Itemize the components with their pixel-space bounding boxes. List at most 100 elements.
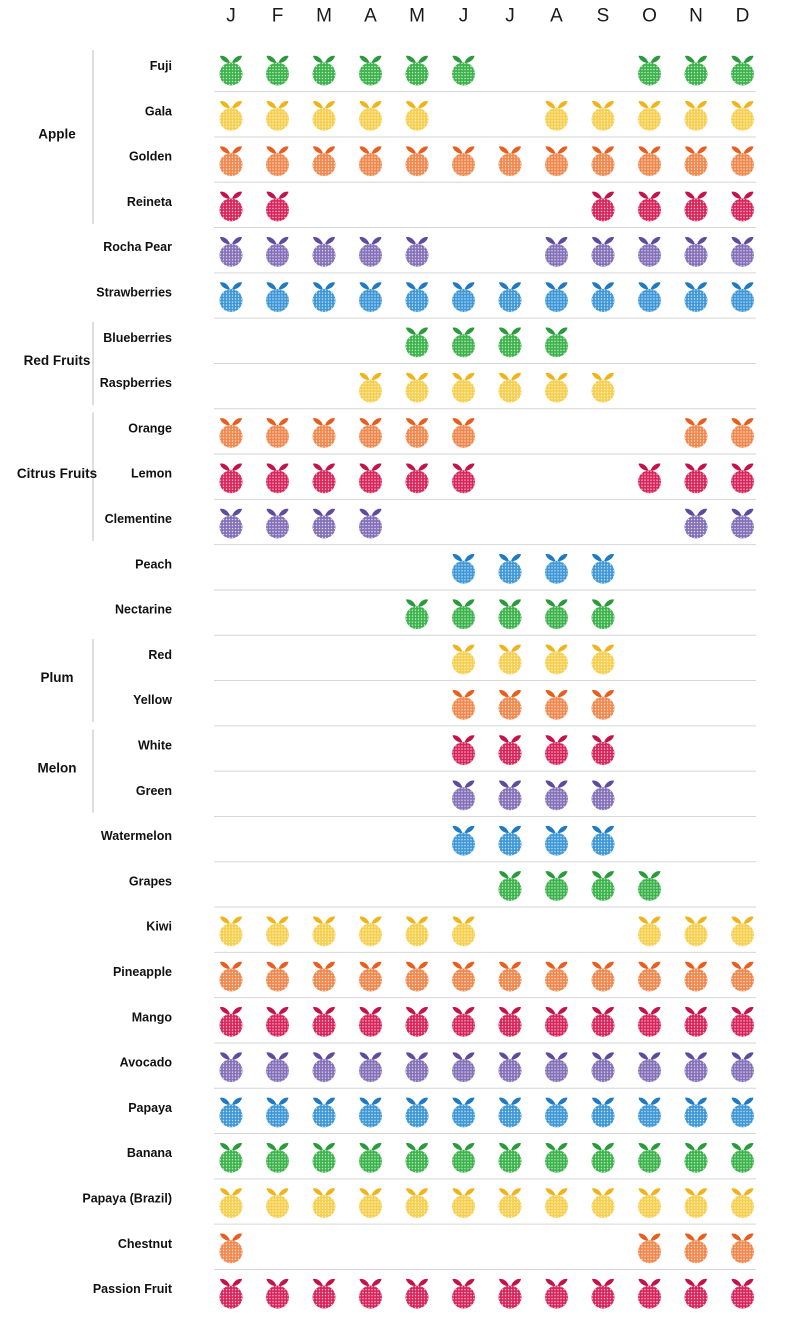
fruit-mark xyxy=(219,961,243,992)
fruit-mark xyxy=(498,372,522,403)
leaf-left xyxy=(266,191,277,199)
fruit-mark xyxy=(591,735,615,765)
leaf-right xyxy=(557,871,568,879)
leaf-right xyxy=(232,961,242,969)
leaf-left xyxy=(592,282,602,290)
leaf-left xyxy=(638,1052,649,1060)
fruit-texture xyxy=(266,1195,289,1218)
fruit-texture xyxy=(266,923,289,947)
leaf-left xyxy=(592,101,602,109)
leaf-left xyxy=(266,1188,277,1196)
fruit-texture xyxy=(591,289,615,312)
fruit-texture xyxy=(591,696,615,720)
fruit-texture xyxy=(638,923,661,947)
fruit-mark xyxy=(684,236,708,267)
leaf-left xyxy=(359,282,370,290)
leaf-right xyxy=(511,599,521,607)
leaf-left xyxy=(685,1097,695,1105)
leaf-left xyxy=(359,961,370,969)
fruit-mark xyxy=(684,1233,708,1264)
fruit-texture xyxy=(591,1059,615,1083)
fruit-texture xyxy=(591,1013,615,1037)
fruit-texture xyxy=(266,470,289,494)
fruit-mark xyxy=(731,1142,754,1173)
leaf-left xyxy=(313,1188,323,1196)
leaf-right xyxy=(511,146,521,154)
leaf-right xyxy=(232,191,242,199)
fruit-mark xyxy=(312,1188,336,1218)
fruit-mark xyxy=(405,1278,429,1309)
fruit-texture xyxy=(359,62,382,86)
leaf-left xyxy=(592,191,602,199)
leaf-left xyxy=(685,463,695,471)
fruit-texture xyxy=(684,1013,708,1037)
leaf-left xyxy=(545,689,556,698)
row-label: Grapes xyxy=(129,874,172,888)
fruit-mark xyxy=(545,101,568,131)
leaf-right xyxy=(743,418,754,426)
leaf-left xyxy=(545,327,556,335)
leaf-right xyxy=(232,916,242,924)
fruit-texture xyxy=(452,1149,475,1173)
fruit-mark xyxy=(359,101,382,131)
fruit-mark xyxy=(405,418,429,448)
leaf-right xyxy=(557,689,568,698)
fruit-mark xyxy=(498,327,522,358)
leaf-left xyxy=(266,1007,277,1015)
leaf-right xyxy=(325,418,335,426)
leaf-left xyxy=(638,236,649,245)
fruit-mark xyxy=(638,101,661,131)
fruit-mark xyxy=(545,1142,568,1173)
fruit-mark xyxy=(405,1097,429,1128)
leaf-left xyxy=(266,508,277,516)
leaf-right xyxy=(604,825,614,834)
fruit-mark xyxy=(638,146,661,177)
fruit-texture xyxy=(312,1195,336,1218)
leaf-right xyxy=(464,644,475,652)
fruit-mark xyxy=(452,554,475,584)
leaf-right xyxy=(325,236,335,245)
fruit-mark xyxy=(638,916,661,947)
leaf-left xyxy=(499,327,509,335)
month-label: A xyxy=(550,6,563,27)
fruit-mark xyxy=(591,1052,615,1083)
leaf-left xyxy=(731,463,742,471)
fruit-texture xyxy=(359,243,382,267)
leaf-left xyxy=(731,55,742,63)
fruit-texture xyxy=(498,877,522,901)
leaf-right xyxy=(418,282,428,290)
leaf-right xyxy=(232,1007,242,1015)
leaf-right xyxy=(604,1278,614,1287)
fruit-mark xyxy=(638,463,661,494)
leaf-left xyxy=(452,418,463,426)
fruit-mark xyxy=(359,418,382,448)
leaf-right xyxy=(511,372,521,381)
leaf-left xyxy=(638,463,649,471)
fruit-texture xyxy=(405,243,429,267)
fruit-mark xyxy=(452,916,475,947)
fruit-mark xyxy=(731,508,754,539)
fruit-mark xyxy=(545,825,568,856)
fruit-texture xyxy=(219,515,243,539)
leaf-right xyxy=(743,916,754,924)
fruit-mark xyxy=(731,1097,754,1128)
fruit-mark xyxy=(545,961,568,992)
leaf-right xyxy=(697,1233,707,1241)
leaf-right xyxy=(418,55,428,63)
leaf-right xyxy=(232,101,242,109)
fruit-mark xyxy=(545,1052,568,1083)
leaf-left xyxy=(313,1052,323,1060)
leaf-right xyxy=(604,735,614,743)
fruit-texture xyxy=(452,742,475,765)
leaf-right xyxy=(511,1278,521,1287)
leaf-left xyxy=(452,1007,463,1015)
row-label: Green xyxy=(136,784,172,798)
leaf-right xyxy=(697,916,707,924)
fruit-mark xyxy=(266,236,289,267)
fruit-mark xyxy=(452,1097,475,1128)
leaf-left xyxy=(731,1142,742,1151)
fruit-texture xyxy=(359,470,382,494)
leaf-left xyxy=(592,554,602,562)
fruit-texture xyxy=(266,968,289,992)
leaf-right xyxy=(511,735,521,743)
